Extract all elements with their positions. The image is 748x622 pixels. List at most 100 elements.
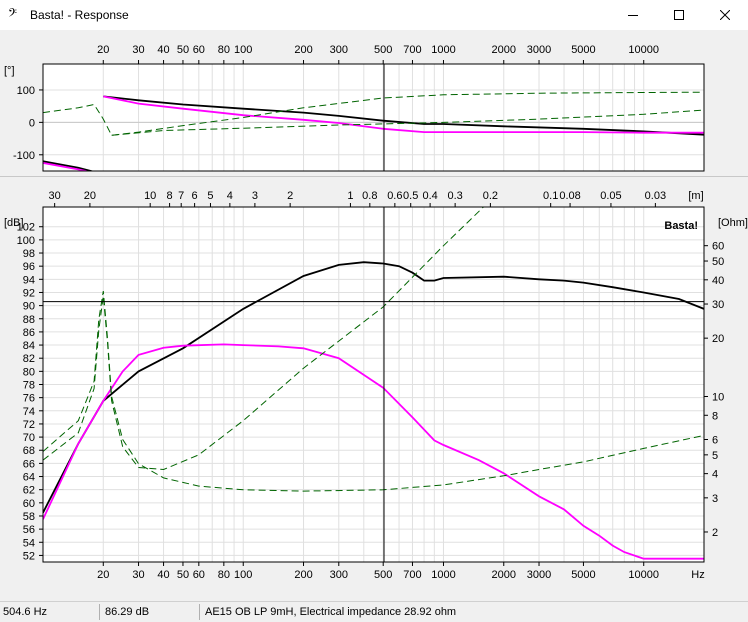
response-x2-tick-label: 3 [252, 190, 258, 202]
response-y2-tick-label: 6 [712, 435, 718, 447]
response-y-tick-label: 78 [23, 380, 35, 392]
response-x2-tick-label: 30 [49, 190, 61, 202]
response-x2-tick-label: 0.05 [600, 190, 621, 202]
response-y-tick-label: 86 [23, 327, 35, 339]
response-y-tick-label: 96 [23, 261, 35, 273]
panel-splitter[interactable] [0, 176, 748, 185]
response-x2-tick-label: 0.6 [387, 190, 402, 202]
response-x-tick-label: 500 [374, 569, 392, 581]
response-y-tick-label: 52 [23, 550, 35, 562]
response-y-tick-label: 98 [23, 248, 35, 260]
response-x-tick-label: 2000 [492, 569, 516, 581]
response-y2-tick-label: 5 [712, 450, 718, 462]
response-x-tick-label: 50 [177, 569, 189, 581]
phase-x-tick-label: 30 [132, 44, 144, 56]
response-x2-tick-label: 0.08 [559, 190, 580, 202]
response-y-tick-label: 88 [23, 314, 35, 326]
response-y2-tick-label: 20 [712, 333, 724, 345]
response-y2-tick-label: 4 [712, 469, 718, 481]
response-chart[interactable]: 20 30 40 50 60 80 100 200 300 500 700 1000 2000 3000 5… [0, 184, 748, 601]
phase-series-group [43, 91, 704, 171]
response-y2-tick-label: 50 [712, 256, 724, 268]
spl-line [43, 261, 704, 514]
phase-x-tick-label: 40 [157, 44, 169, 56]
maximize-button[interactable] [656, 0, 702, 30]
watermark-label: Basta! [664, 220, 698, 232]
phase-chart[interactable]: 20 30 40 50 60 80 100 200 300 500 700 1000 2000 3000 5… [0, 30, 748, 176]
response-x-tick-label: 1000 [431, 569, 455, 581]
response-x-unit-label: Hz [691, 569, 704, 581]
response-y2-tick-label: 3 [712, 493, 718, 505]
phase-x-tick-label: 300 [330, 44, 348, 56]
phase-frame [42, 63, 705, 172]
response-x-tick-label: 60 [193, 569, 205, 581]
response-x-tick-label: 30 [132, 569, 144, 581]
status-bar: 504.6 Hz 86.29 dB AE15 OB LP 9mH, Electr… [0, 601, 748, 622]
phase-x-tick-label: 10000 [628, 44, 659, 56]
response-y-unit-label: [dB] [4, 217, 24, 229]
status-frequency: 504.6 Hz [0, 604, 100, 620]
response-x-tick-label: 5000 [571, 569, 595, 581]
minimize-button[interactable] [610, 0, 656, 30]
response-x2-tick-label: 0.8 [362, 190, 377, 202]
phase-panel: 20 30 40 50 60 80 100 200 300 500 700 1000 2000 3000 5… [0, 30, 748, 176]
response-x-tick-label: 300 [330, 569, 348, 581]
phase-series-line [111, 109, 704, 136]
response-x2-tick-label: 7 [178, 190, 184, 202]
response-x2-tick-label: 4 [227, 190, 233, 202]
phase-x-tick-label: 5000 [571, 44, 595, 56]
response-y-tick-label: 70 [23, 432, 35, 444]
response-y-tick-label: 58 [23, 511, 35, 523]
phase-x-tick-label: 200 [294, 44, 312, 56]
response-y2-tick-label: 8 [712, 410, 718, 422]
window-title: Basta! - Response [30, 8, 129, 22]
response-y-tick-label: 72 [23, 419, 35, 431]
response-y-tick-label: 82 [23, 353, 35, 365]
response-y-tick-label: 54 [23, 537, 35, 549]
response-y-tick-label: 56 [23, 524, 35, 536]
response-x-tick-label: 200 [294, 569, 312, 581]
response-y-tick-label: 94 [23, 274, 35, 286]
phase-x-tick-label: 500 [374, 44, 392, 56]
response-y-tick-label: 62 [23, 485, 35, 497]
phase-x-tick-label: 700 [403, 44, 421, 56]
response-y-tick-label: 74 [23, 406, 35, 418]
response-x-tick-label: 100 [234, 569, 252, 581]
spl-line [43, 343, 704, 560]
status-level: 86.29 dB [102, 604, 200, 620]
status-description: AE15 OB LP 9mH, Electrical impedance 28.… [205, 606, 457, 618]
response-y-tick-label: 66 [23, 458, 35, 470]
response-x2-tick-label: 8 [167, 190, 173, 202]
response-x2-tick-label: 0.2 [483, 190, 498, 202]
response-x2-tick-label: 0.4 [422, 190, 437, 202]
response-x2-tick-label: 2 [287, 190, 293, 202]
response-x-tick-label: 700 [403, 569, 421, 581]
close-button[interactable] [702, 0, 748, 30]
phase-x-tick-label: 100 [234, 44, 252, 56]
phase-plot-area [43, 64, 704, 171]
response-x-tick-label: 40 [157, 569, 169, 581]
response-y2-unit-label: [Ohm] [718, 217, 748, 229]
phase-x-tick-label: 80 [218, 44, 230, 56]
response-y-tick-label: 60 [23, 498, 35, 510]
response-x2-tick-label: 1 [347, 190, 353, 202]
phase-x-tick-label: 20 [97, 44, 109, 56]
response-y-tick-label: 68 [23, 445, 35, 457]
response-x-tick-label: 10000 [628, 569, 659, 581]
response-y2-tick-label: 60 [712, 241, 724, 253]
response-panel: 20 30 40 50 60 80 100 200 300 500 700 1000 2000 3000 5… [0, 184, 748, 601]
response-y-tick-label: 90 [23, 301, 35, 313]
phase-series-line [43, 91, 704, 136]
response-x2-tick-label: 0.5 [403, 190, 418, 202]
phase-series-line [103, 95, 704, 136]
response-series-group [43, 207, 704, 560]
response-y-tick-label: 80 [23, 366, 35, 378]
response-x2-tick-label: 6 [192, 190, 198, 202]
response-x2-tick-label: 0.1 [543, 190, 558, 202]
response-x2-tick-label: 5 [207, 190, 213, 202]
response-x2-tick-label: 20 [84, 190, 96, 202]
phase-x-tick-label: 60 [193, 44, 205, 56]
minimize-icon [628, 15, 638, 16]
phase-x-tick-label: 50 [177, 44, 189, 56]
response-x2-tick-label: 0.03 [645, 190, 666, 202]
